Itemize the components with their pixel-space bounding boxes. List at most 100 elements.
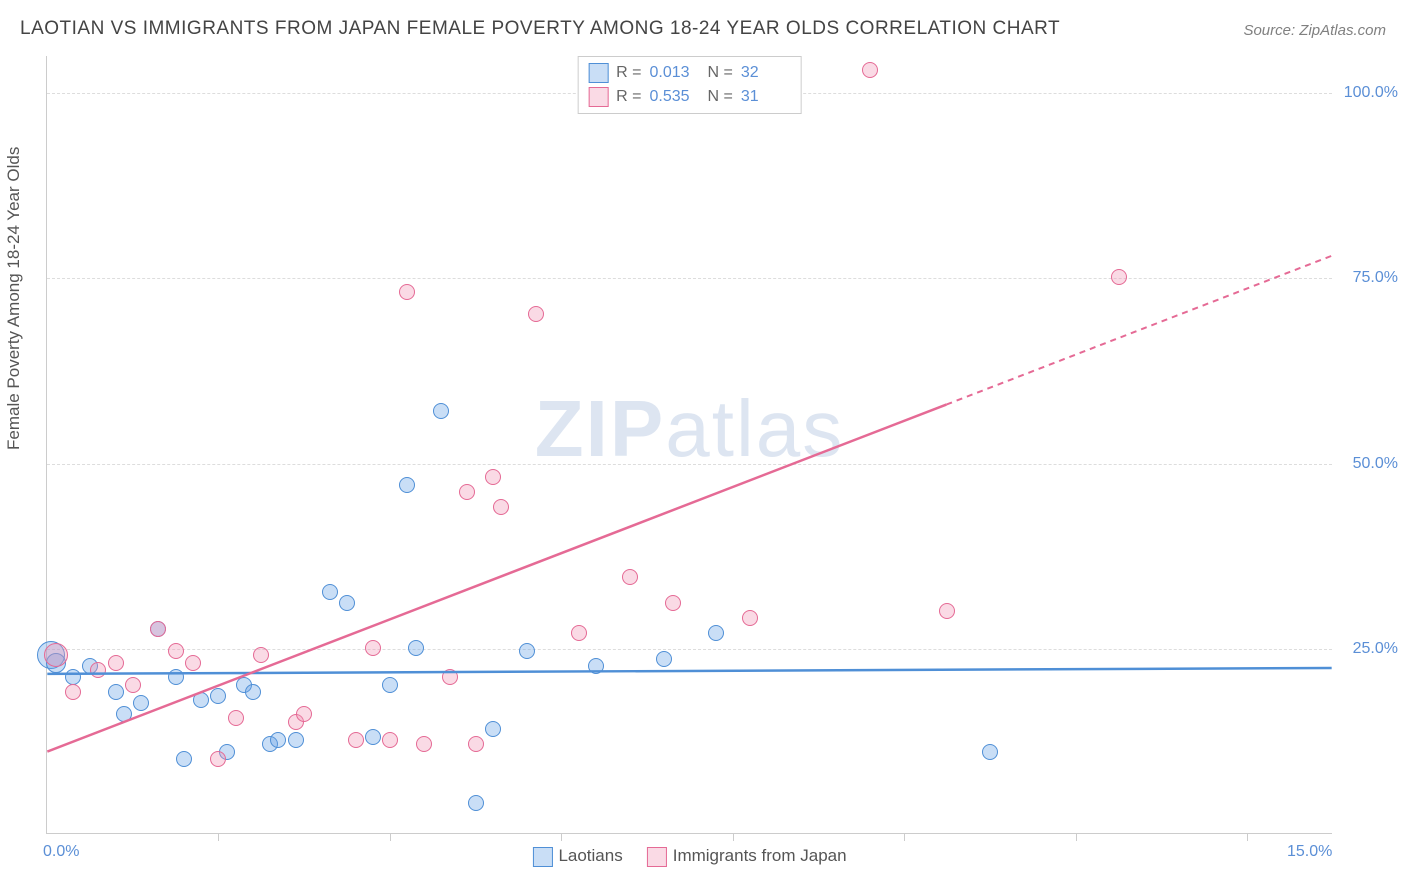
data-point [168, 669, 184, 685]
data-point [125, 677, 141, 693]
data-point [382, 732, 398, 748]
legend-r-label: R = [616, 64, 641, 82]
legend-n-label: N = [708, 88, 733, 106]
data-point [468, 795, 484, 811]
legend-item-0: Laotians [532, 846, 622, 867]
data-point [210, 751, 226, 767]
data-point [442, 669, 458, 685]
data-point [193, 692, 209, 708]
y-tick-label: 25.0% [1353, 640, 1398, 658]
data-point [150, 621, 166, 637]
legend-swatch-0 [588, 63, 608, 83]
data-point [939, 603, 955, 619]
data-point [982, 744, 998, 760]
data-point [176, 751, 192, 767]
data-point [90, 662, 106, 678]
data-point [665, 595, 681, 611]
data-point [656, 651, 672, 667]
data-point [408, 640, 424, 656]
data-point [245, 684, 261, 700]
x-tick-label: 0.0% [43, 843, 79, 861]
data-point [228, 710, 244, 726]
plot-area: ZIPatlas 25.0%50.0%75.0%100.0% 0.0%15.0%… [46, 56, 1332, 834]
data-point [459, 484, 475, 500]
y-axis-label: Female Poverty Among 18-24 Year Olds [4, 147, 24, 450]
data-point [365, 640, 381, 656]
data-point [433, 403, 449, 419]
y-tick-label: 100.0% [1344, 84, 1398, 102]
data-point [708, 625, 724, 641]
data-point [742, 610, 758, 626]
gridline [47, 278, 1332, 279]
x-tick [561, 833, 562, 841]
legend-item-1: Immigrants from Japan [647, 846, 847, 867]
legend-swatch-1 [588, 87, 608, 107]
gridline [47, 464, 1332, 465]
data-point [622, 569, 638, 585]
data-point [416, 736, 432, 752]
x-tick [390, 833, 391, 841]
legend-r-value-0: 0.013 [650, 64, 700, 82]
legend-swatch-icon [532, 847, 552, 867]
legend-r-label: R = [616, 88, 641, 106]
watermark-light: atlas [665, 384, 844, 473]
data-point [365, 729, 381, 745]
gridline [47, 649, 1332, 650]
data-point [296, 706, 312, 722]
data-point [288, 732, 304, 748]
x-tick [218, 833, 219, 841]
data-point [65, 669, 81, 685]
data-point [65, 684, 81, 700]
legend-item-label-0: Laotians [558, 846, 622, 865]
data-point [485, 469, 501, 485]
data-point [528, 306, 544, 322]
trend-line-solid [47, 405, 946, 752]
legend-r-value-1: 0.535 [650, 88, 700, 106]
legend-item-label-1: Immigrants from Japan [673, 846, 847, 865]
data-point [270, 732, 286, 748]
chart-title: LAOTIAN VS IMMIGRANTS FROM JAPAN FEMALE … [20, 18, 1060, 40]
correlation-legend: R = 0.013 N = 32 R = 0.535 N = 31 [577, 56, 802, 114]
data-point [862, 62, 878, 78]
data-point [108, 655, 124, 671]
series-legend: Laotians Immigrants from Japan [532, 846, 846, 867]
data-point [322, 584, 338, 600]
legend-n-value-0: 32 [741, 64, 791, 82]
x-tick [1076, 833, 1077, 841]
watermark-bold: ZIP [535, 384, 665, 473]
data-point [1111, 269, 1127, 285]
data-point [185, 655, 201, 671]
legend-swatch-icon [647, 847, 667, 867]
legend-n-value-1: 31 [741, 88, 791, 106]
data-point [571, 625, 587, 641]
data-point [210, 688, 226, 704]
trend-line-solid [47, 668, 1331, 674]
data-point [133, 695, 149, 711]
data-point [588, 658, 604, 674]
x-tick-label: 15.0% [1287, 843, 1332, 861]
data-point [468, 736, 484, 752]
legend-n-label: N = [708, 64, 733, 82]
data-point [399, 477, 415, 493]
x-tick [1247, 833, 1248, 841]
data-point [168, 643, 184, 659]
legend-row-0: R = 0.013 N = 32 [588, 61, 791, 85]
x-tick [733, 833, 734, 841]
watermark: ZIPatlas [535, 383, 844, 475]
data-point [519, 643, 535, 659]
data-point [382, 677, 398, 693]
legend-row-1: R = 0.535 N = 31 [588, 85, 791, 109]
data-point [348, 732, 364, 748]
data-point [399, 284, 415, 300]
data-point [108, 684, 124, 700]
y-tick-label: 50.0% [1353, 455, 1398, 473]
data-point [44, 643, 68, 667]
data-point [493, 499, 509, 515]
source-attribution: Source: ZipAtlas.com [1243, 22, 1386, 39]
x-tick [904, 833, 905, 841]
data-point [339, 595, 355, 611]
data-point [253, 647, 269, 663]
y-tick-label: 75.0% [1353, 269, 1398, 287]
data-point [485, 721, 501, 737]
data-point [116, 706, 132, 722]
